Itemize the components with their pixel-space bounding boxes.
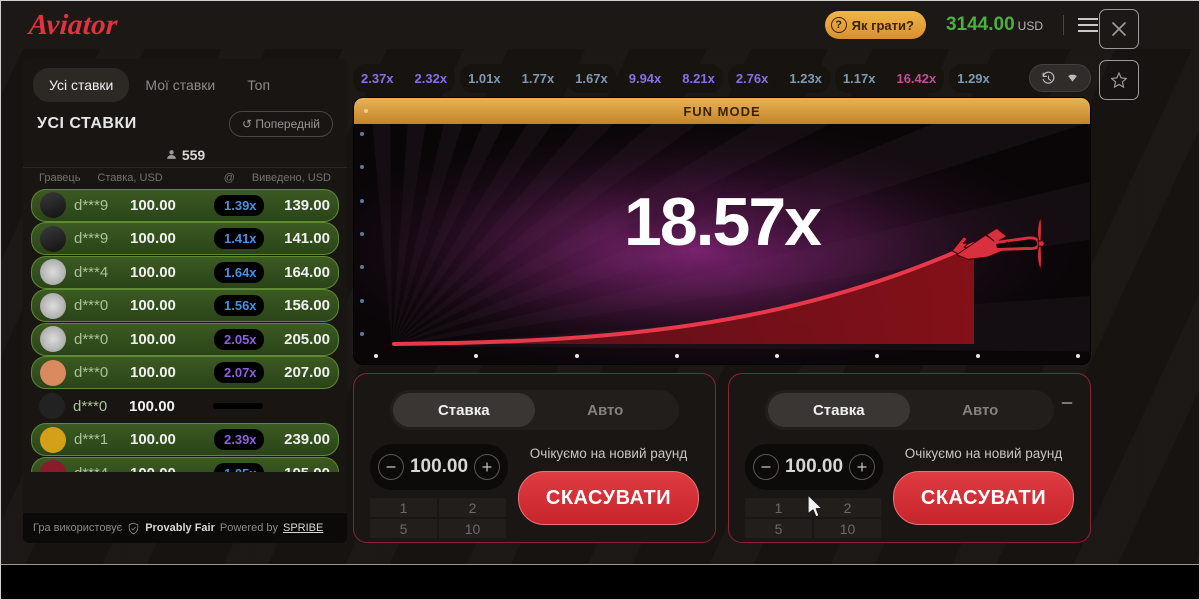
svg-text:X: X (1006, 240, 1011, 249)
